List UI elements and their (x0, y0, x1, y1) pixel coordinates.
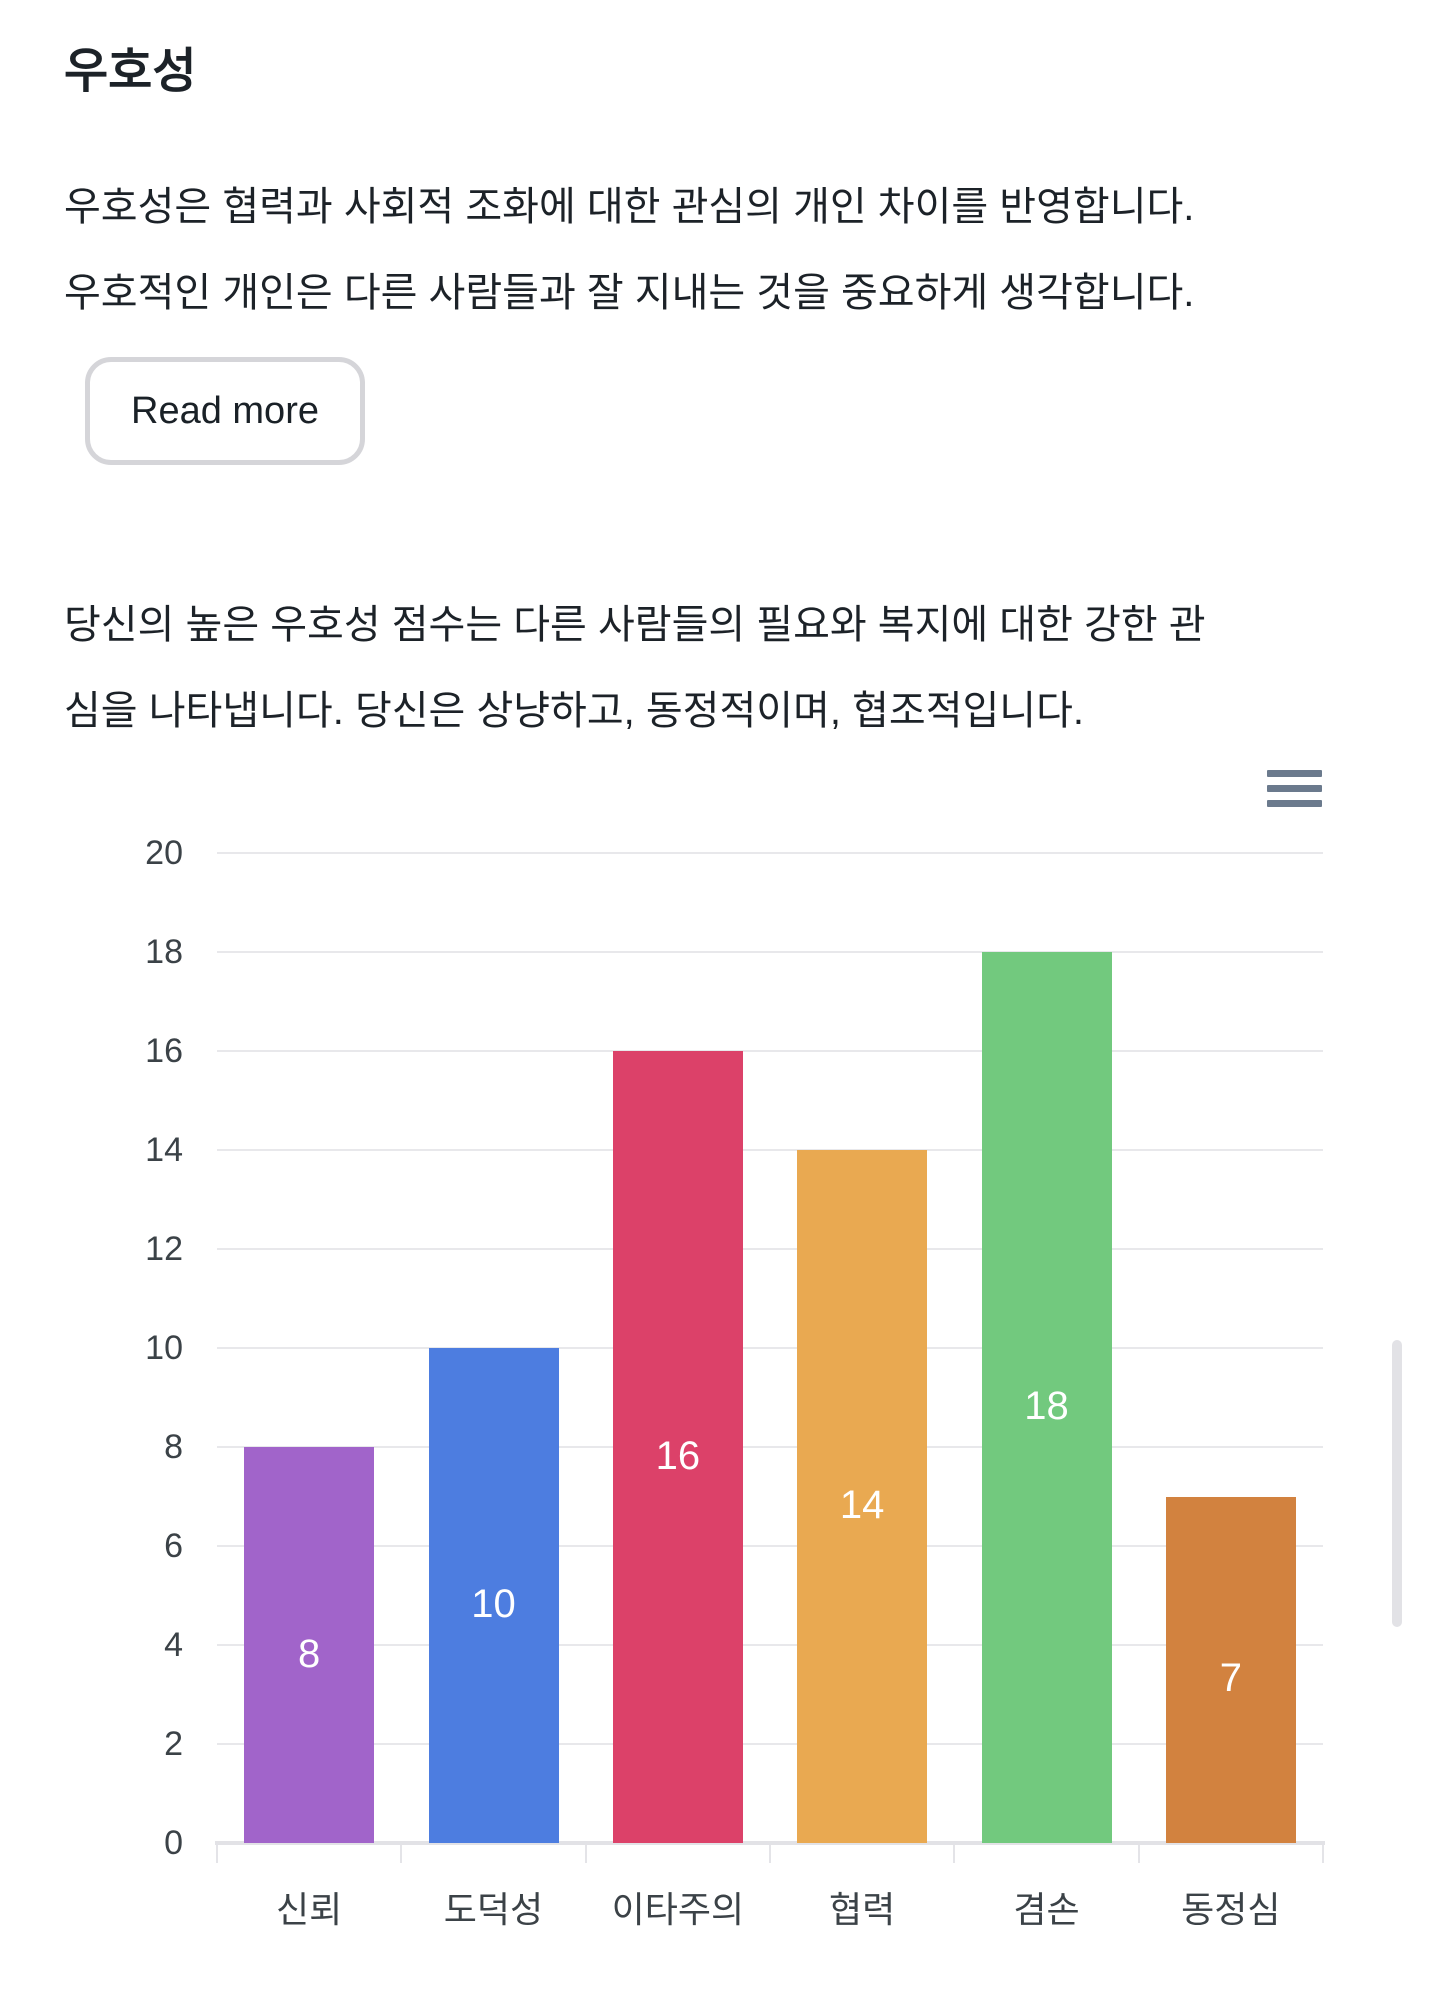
bar-value-label: 14 (839, 1483, 885, 1527)
trait-description-line-2: 우호적인 개인은 다른 사람들과 잘 지내는 것을 중요하게 생각합니다. (64, 271, 1195, 315)
y-axis-tick-label: 12 (145, 1230, 183, 1268)
gridline (217, 852, 1323, 854)
x-axis-tick-mark (400, 1845, 403, 1863)
gridline (217, 1149, 1323, 1151)
x-axis-tick-mark (1137, 1845, 1140, 1863)
x-axis-tick-label: 도덕성 (443, 1889, 544, 1930)
y-axis-tick-label: 10 (145, 1329, 183, 1367)
bar-value-label: 8 (298, 1631, 321, 1676)
x-axis-tick-label: 겸손 (1013, 1889, 1080, 1930)
x-axis-tick-mark (953, 1845, 956, 1863)
gridline (217, 1248, 1323, 1250)
chart-bar-morality[interactable]: 10 (428, 1348, 559, 1843)
y-axis-tick-label: 16 (145, 1032, 183, 1070)
gridline (217, 1347, 1323, 1349)
x-axis-tick-label: 동정심 (1181, 1889, 1281, 1930)
gridline (217, 1743, 1323, 1745)
gridline (217, 951, 1323, 953)
score-interpretation-line-1: 당신의 높은 우호성 점수는 다른 사람들의 필요와 복지에 대한 강한 관 (64, 603, 1206, 647)
y-axis-tick-label: 14 (145, 1131, 183, 1169)
x-axis-line (215, 1841, 1325, 1845)
y-axis-tick-label: 18 (145, 933, 183, 971)
hamburger-menu-icon (1267, 770, 1322, 807)
y-axis-tick-label: 8 (164, 1428, 183, 1466)
scrollbar-thumb[interactable] (1392, 1340, 1402, 1627)
trait-description-line-1: 우호성은 협력과 사회적 조화에 대한 관심의 개인 차이를 반영합니다. (64, 185, 1195, 229)
chart-bar-trust[interactable]: 8 (244, 1447, 375, 1843)
y-axis-tick-label: 6 (164, 1527, 183, 1565)
x-axis-tick-mark (216, 1845, 218, 1863)
page-title: 우호성 (64, 45, 197, 98)
gridline (217, 1446, 1323, 1448)
bar-value-label: 16 (655, 1433, 701, 1478)
score-interpretation-line-2: 심을 나타냅니다. 당신은 상냥하고, 동정적이며, 협조적입니다. (64, 689, 1085, 733)
y-axis-tick-label: 4 (164, 1626, 183, 1664)
gridline (217, 1050, 1323, 1052)
chart-bar-altruism[interactable]: 16 (612, 1051, 743, 1843)
y-axis-tick-label: 20 (145, 834, 183, 872)
chart-bar-modesty[interactable]: 18 (981, 952, 1112, 1843)
x-axis-tick-label: 협력 (829, 1889, 896, 1930)
x-axis-tick-mark (584, 1845, 587, 1863)
x-axis-tick-mark (769, 1845, 771, 1863)
bar-value-label: 10 (471, 1582, 516, 1626)
gridline (217, 1545, 1323, 1547)
x-axis-tick-label: 신뢰 (276, 1889, 343, 1930)
bar-value-label: 7 (1219, 1656, 1242, 1701)
x-axis-tick-label: 이타주의 (611, 1889, 745, 1930)
y-axis-tick-label: 0 (164, 1824, 183, 1862)
gridline (217, 1644, 1323, 1646)
score-interpretation: 당신의 높은 우호성 점수는 다른 사람들의 필요와 복지에 대한 강한 관 심… (64, 582, 1206, 754)
chart-bar-cooperation[interactable]: 14 (797, 1150, 928, 1843)
read-more-button[interactable]: Read more (85, 357, 365, 465)
x-axis-tick-mark (1322, 1845, 1324, 1863)
y-axis-tick-label: 2 (164, 1725, 183, 1763)
trait-description: 우호성은 협력과 사회적 조화에 대한 관심의 개인 차이를 반영합니다. 우호… (64, 164, 1194, 336)
bar-value-label: 18 (1024, 1384, 1069, 1428)
chart-menu-button[interactable] (1261, 762, 1328, 815)
chart-bar-sympathy[interactable]: 7 (1165, 1496, 1296, 1843)
